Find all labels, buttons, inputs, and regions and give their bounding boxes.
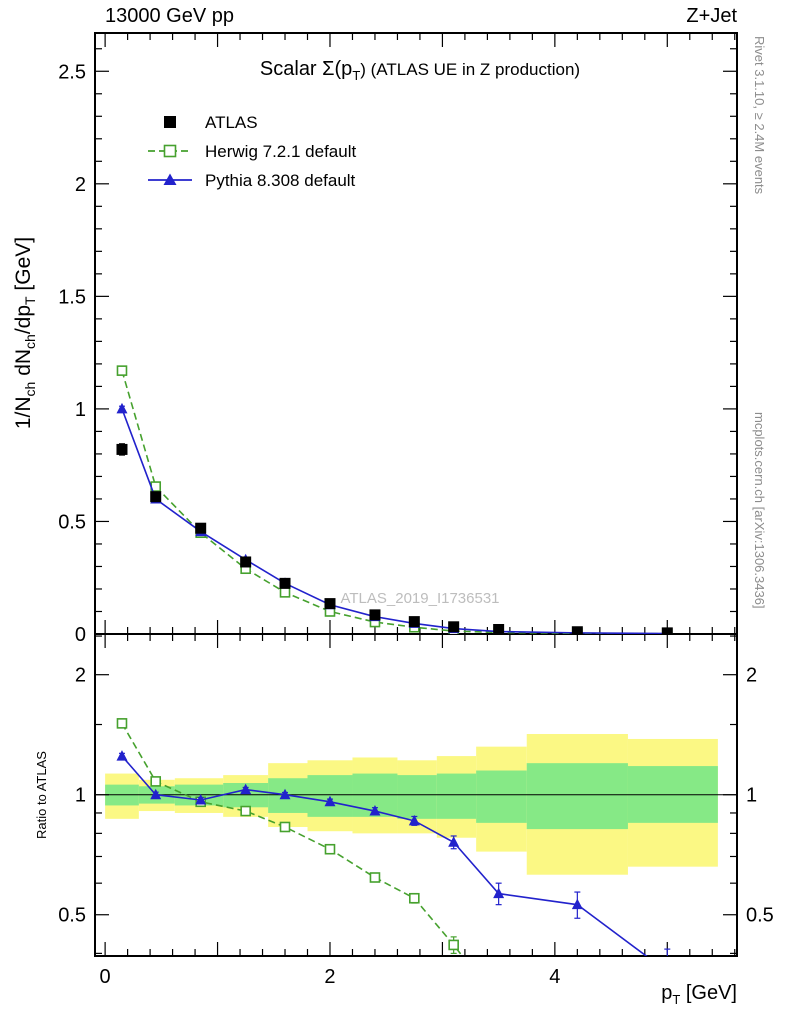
tick-label: 2 [746, 665, 757, 687]
header-beam-energy: 13000 GeV pp [105, 5, 234, 27]
ylabel-part: dN [12, 349, 35, 382]
legend-marker-pythia [163, 173, 177, 185]
plot-title-main: Scalar Σ(p [260, 58, 352, 80]
main-series-atlas-data [116, 443, 673, 634]
legend-marker-herwig [163, 144, 177, 158]
axis-ticks [95, 33, 737, 956]
tick-label: 1 [746, 785, 757, 807]
green-band-bin [397, 775, 437, 819]
header-process: Z+Jet [686, 5, 737, 27]
tick-label: 1 [75, 399, 86, 421]
x-axis-label: pT [GeV] [661, 982, 737, 1007]
green-band-bin [526, 763, 628, 830]
legend-label-atlas: ATLAS [205, 113, 258, 132]
tick-label: 1.5 [58, 286, 86, 308]
tick-label: 2.5 [58, 61, 86, 83]
mcplots-reference-note: mcplots.cern.ch [arXiv:1306.3436] [752, 412, 767, 609]
main-panel-frame [94, 32, 738, 635]
legend: ATLAS Herwig 7.2.1 default Pythia 8.308 … [148, 113, 356, 190]
xlabel-part: [GeV] [680, 982, 737, 1004]
tick-label: 0 [100, 966, 111, 988]
static-labels: 13000 GeV pp Z+Jet Scalar Σ(pT) (ATLAS U… [12, 5, 767, 1007]
ylabel-sub: ch [22, 382, 38, 397]
rivet-version-note: Rivet 3.1.10, ≥ 2.4M events [752, 36, 767, 195]
ratio-series-pythia [116, 750, 671, 956]
tick-label: 0.5 [746, 905, 774, 927]
main-y-axis-label: 1/Nch dNch/dpT [GeV] [12, 237, 38, 429]
tick-label: 1 [75, 785, 86, 807]
ylabel-part: [GeV] [12, 237, 35, 297]
analysis-watermark: ATLAS_2019_I1736531 [340, 590, 499, 607]
plot-title-detail: ) (ATLAS UE in Z production) [360, 60, 580, 79]
tick-label: 2 [75, 665, 86, 687]
plot-title-subscript: T [352, 68, 360, 83]
xlabel-part: p [661, 982, 672, 1004]
ylabel-part: /dp [12, 305, 35, 334]
green-band-bin [436, 773, 477, 819]
legend-label-pythia: Pythia 8.308 default [205, 171, 356, 190]
ylabel-sub: ch [22, 334, 38, 349]
tick-label: 4 [549, 966, 560, 988]
legend-label-herwig: Herwig 7.2.1 default [205, 142, 356, 161]
ylabel-part: 1/N [12, 396, 35, 429]
chart-area: 0 0.5 1 1.5 2 2.5 0.5 0.5 1 1 2 2 0 2 4 [58, 32, 774, 988]
tick-label: 2 [75, 174, 86, 196]
plot-title: Scalar Σ(pT) (ATLAS UE in Z production) [260, 58, 580, 83]
tick-labels: 0 0.5 1 1.5 2 2.5 0.5 0.5 1 1 2 2 0 2 4 [58, 61, 774, 988]
tick-label: 0 [75, 624, 86, 646]
ylabel-sub: T [22, 296, 38, 305]
legend-marker-atlas [164, 116, 176, 128]
tick-label: 0.5 [58, 905, 86, 927]
xlabel-sub: T [672, 992, 680, 1007]
tick-label: 2 [324, 966, 335, 988]
ratio-y-axis-label: Ratio to ATLAS [34, 751, 49, 839]
green-band-bin [476, 770, 527, 823]
tick-label: 0.5 [58, 511, 86, 533]
